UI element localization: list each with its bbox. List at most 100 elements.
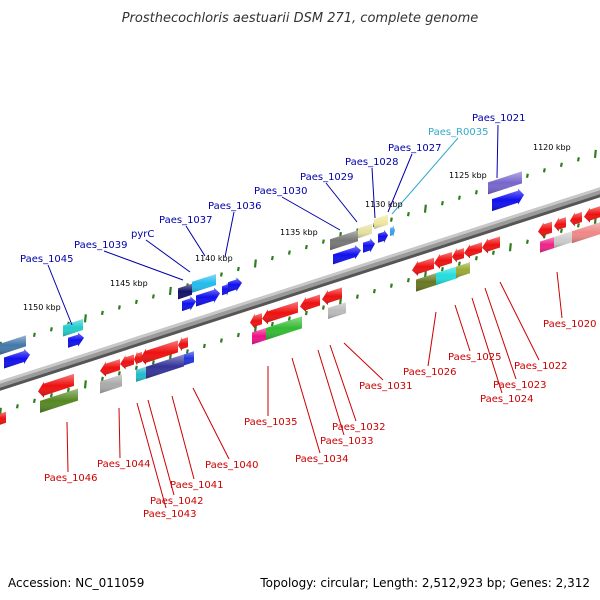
gene-label-paes-1024[interactable]: Paes_1024 bbox=[480, 394, 534, 405]
gene-feature[interactable] bbox=[100, 359, 120, 377]
gene-feature[interactable] bbox=[488, 171, 522, 195]
gene-feature[interactable] bbox=[100, 374, 122, 394]
gene-label-paes-1022[interactable]: Paes_1022 bbox=[514, 361, 568, 372]
gene-feature[interactable] bbox=[134, 351, 142, 366]
gene-feature[interactable] bbox=[452, 248, 464, 263]
gene-feature[interactable] bbox=[492, 188, 524, 212]
gene-feature[interactable] bbox=[63, 319, 83, 337]
gene-label-paes-1037[interactable]: Paes_1037 bbox=[159, 215, 213, 226]
tick-mark bbox=[474, 190, 478, 195]
gene-feature[interactable] bbox=[322, 287, 342, 306]
gene-feature[interactable] bbox=[146, 354, 184, 379]
gene-label-paes-1043[interactable]: Paes_1043 bbox=[143, 509, 197, 520]
label-leader-line bbox=[556, 271, 563, 319]
gene-label-paes-1032[interactable]: Paes_1032 bbox=[332, 422, 386, 433]
gene-label-paes-1023[interactable]: Paes_1023 bbox=[493, 380, 547, 391]
gene-label-paes-1025[interactable]: Paes_1025 bbox=[448, 352, 502, 363]
tick-mark bbox=[389, 217, 393, 222]
gene-feature[interactable] bbox=[136, 366, 146, 382]
gene-label-paes-1031[interactable]: Paes_1031 bbox=[359, 381, 413, 392]
gene-feature[interactable] bbox=[0, 335, 26, 355]
gene-feature[interactable] bbox=[436, 266, 458, 286]
gene-label-paes-1034[interactable]: Paes_1034 bbox=[295, 454, 349, 465]
gene-label-paes-1021[interactable]: Paes_1021 bbox=[472, 113, 526, 124]
label-leader-line bbox=[317, 349, 345, 436]
gene-feature[interactable] bbox=[300, 294, 320, 313]
gene-feature[interactable] bbox=[184, 351, 194, 366]
gene-label-paes-1040[interactable]: Paes_1040 bbox=[205, 460, 259, 471]
gene-label-paes-r0035[interactable]: Paes_R0035 bbox=[428, 127, 488, 138]
tick-mark bbox=[66, 387, 70, 393]
tick-mark bbox=[321, 305, 325, 310]
gene-feature[interactable] bbox=[330, 230, 358, 251]
gene-feature[interactable] bbox=[140, 340, 178, 365]
label-leader-line bbox=[171, 395, 195, 480]
gene-feature[interactable] bbox=[4, 349, 30, 369]
gene-feature[interactable] bbox=[363, 238, 375, 253]
gene-feature[interactable] bbox=[333, 245, 361, 265]
gene-label-paes-1039[interactable]: Paes_1039 bbox=[74, 240, 128, 251]
label-leader-line bbox=[192, 387, 230, 460]
tick-mark bbox=[236, 266, 240, 272]
gene-label-paes-1044[interactable]: Paes_1044 bbox=[97, 459, 151, 470]
gene-feature[interactable] bbox=[0, 411, 6, 426]
gene-feature[interactable] bbox=[374, 214, 388, 230]
gene-feature[interactable] bbox=[464, 242, 482, 259]
gene-feature[interactable] bbox=[482, 236, 500, 254]
gene-feature[interactable] bbox=[68, 332, 84, 348]
gene-label-paes-1041[interactable]: Paes_1041 bbox=[170, 480, 224, 491]
gene-feature[interactable] bbox=[572, 222, 600, 244]
gene-feature[interactable] bbox=[456, 262, 470, 278]
tick-mark bbox=[134, 365, 138, 371]
gene-label-paes-1030[interactable]: Paes_1030 bbox=[254, 186, 308, 197]
gene-label-paes-1036[interactable]: Paes_1036 bbox=[208, 201, 262, 212]
gene-label-paes-1035[interactable]: Paes_1035 bbox=[244, 417, 298, 428]
gene-label-paes-1033[interactable]: Paes_1033 bbox=[320, 436, 374, 447]
accession-text: Accession: NC_011059 bbox=[8, 576, 144, 590]
gene-feature[interactable] bbox=[192, 274, 216, 293]
gene-feature[interactable] bbox=[416, 272, 438, 292]
gene-feature[interactable] bbox=[378, 229, 388, 243]
gene-label-paes-1020[interactable]: Paes_1020 bbox=[543, 319, 597, 330]
gene-feature[interactable] bbox=[38, 373, 74, 398]
gene-label-paes-1042[interactable]: Paes_1042 bbox=[150, 496, 204, 507]
gene-feature[interactable] bbox=[252, 328, 266, 345]
tick-mark bbox=[457, 195, 461, 200]
gene-feature[interactable] bbox=[250, 313, 262, 329]
gene-label-paes-1046[interactable]: Paes_1046 bbox=[44, 473, 98, 484]
gene-feature[interactable] bbox=[328, 302, 346, 319]
gene-feature[interactable] bbox=[584, 206, 600, 223]
gene-feature[interactable] bbox=[540, 237, 554, 253]
gene-feature[interactable] bbox=[390, 225, 395, 237]
label-leader-line bbox=[291, 357, 321, 454]
gene-feature[interactable] bbox=[178, 283, 192, 300]
gene-feature[interactable] bbox=[570, 212, 582, 227]
gene-feature[interactable] bbox=[196, 287, 220, 307]
gene-feature[interactable] bbox=[228, 277, 242, 293]
gene-label-pyrc[interactable]: pyrC bbox=[131, 229, 154, 240]
gene-label-paes-1026[interactable]: Paes_1026 bbox=[403, 367, 457, 378]
gene-feature[interactable] bbox=[554, 217, 566, 232]
gene-label-paes-1027[interactable]: Paes_1027 bbox=[388, 143, 442, 154]
gene-feature[interactable] bbox=[538, 221, 552, 238]
label-leader-line bbox=[329, 344, 357, 422]
gene-feature[interactable] bbox=[40, 388, 78, 413]
gene-feature[interactable] bbox=[178, 337, 188, 352]
gene-feature[interactable] bbox=[434, 252, 452, 269]
tick-mark bbox=[474, 256, 478, 261]
gene-label-paes-1045[interactable]: Paes_1045 bbox=[20, 254, 74, 265]
gene-feature[interactable] bbox=[412, 257, 434, 276]
label-leader-line bbox=[325, 182, 358, 223]
gene-label-paes-1029[interactable]: Paes_1029 bbox=[300, 172, 354, 183]
gene-feature[interactable] bbox=[554, 231, 572, 249]
gene-feature[interactable] bbox=[182, 296, 196, 312]
tick-mark bbox=[100, 376, 104, 382]
tick-mark bbox=[559, 228, 563, 234]
tick-marks bbox=[0, 149, 597, 416]
gene-feature[interactable] bbox=[266, 316, 302, 340]
tick-mark bbox=[287, 250, 291, 255]
gene-feature[interactable] bbox=[120, 354, 134, 370]
gene-label-paes-1028[interactable]: Paes_1028 bbox=[345, 157, 399, 168]
gene-feature[interactable] bbox=[358, 223, 372, 239]
gene-feature[interactable] bbox=[262, 301, 298, 325]
